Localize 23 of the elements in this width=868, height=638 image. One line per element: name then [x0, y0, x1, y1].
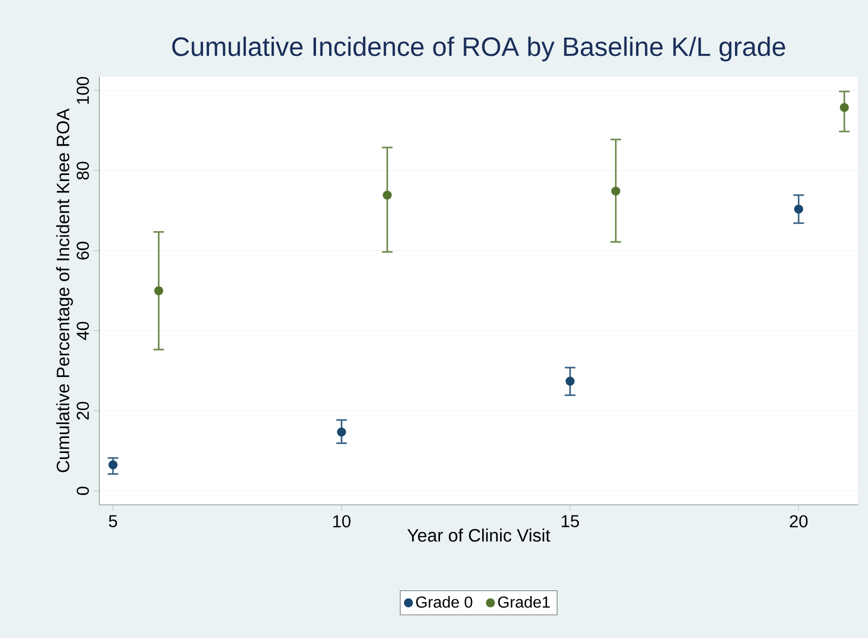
y-tick-label: 100	[76, 76, 89, 104]
point	[108, 460, 118, 470]
y-tick-label: 20	[76, 402, 89, 420]
legend-label: Grade 0	[416, 596, 472, 608]
y-axis-title: Cumulative Percentage of Incident Knee ROA	[56, 108, 73, 472]
x-tick-label: 5	[108, 515, 118, 528]
x-tick-label: 10	[333, 515, 350, 528]
point	[840, 102, 849, 112]
point	[794, 204, 804, 214]
legend-label: Grade1	[498, 596, 550, 608]
x-axis-title: Year of Clinic Visit	[407, 528, 550, 542]
point	[154, 286, 164, 296]
chart-title: Cumulative Incidence of ROA by Baseline K/L grade	[172, 36, 786, 62]
y-tick-label: 60	[76, 242, 89, 260]
y-tick-label: 80	[76, 162, 89, 180]
y-tick-label: 0	[76, 486, 89, 495]
y-tick-label: 40	[76, 322, 89, 340]
x-tick-label: 15	[562, 515, 579, 528]
point	[611, 186, 620, 196]
point	[382, 190, 392, 200]
point	[566, 376, 575, 386]
x-tick-label: 20	[790, 515, 808, 528]
point	[337, 427, 346, 436]
